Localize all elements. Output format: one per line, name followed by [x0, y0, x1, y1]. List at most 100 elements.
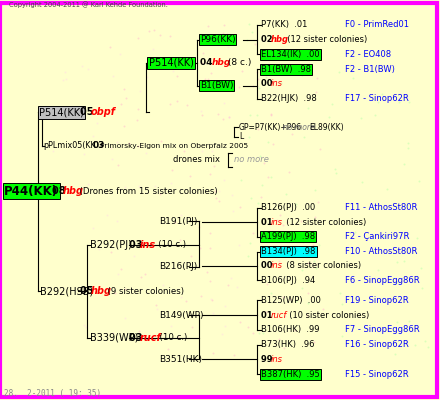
Point	[135, 106, 142, 112]
Point	[304, 105, 311, 112]
Point	[358, 179, 365, 185]
Point	[167, 180, 174, 186]
Point	[332, 166, 339, 172]
Point	[275, 336, 282, 342]
Point	[309, 242, 316, 248]
Point	[169, 167, 176, 174]
Text: F2 - EO408: F2 - EO408	[345, 50, 391, 59]
Point	[259, 182, 266, 188]
Point	[144, 74, 151, 80]
Point	[249, 82, 257, 89]
Point	[67, 185, 74, 192]
Point	[313, 265, 320, 272]
Text: EL134(IK)  .00: EL134(IK) .00	[261, 50, 320, 59]
Point	[126, 140, 133, 146]
Text: no more: no more	[234, 155, 269, 164]
Text: hbg: hbg	[271, 35, 289, 44]
Text: P96(KK): P96(KK)	[200, 35, 235, 44]
Text: ins: ins	[271, 355, 283, 364]
Point	[226, 114, 233, 120]
Point	[272, 54, 279, 61]
Point	[257, 153, 264, 160]
Point	[422, 338, 429, 344]
Point	[415, 177, 422, 184]
Point	[173, 73, 180, 80]
Point	[281, 345, 288, 352]
Text: hbg: hbg	[212, 58, 231, 67]
Point	[134, 116, 141, 123]
Point	[80, 321, 87, 328]
Text: 00: 00	[261, 79, 276, 88]
Point	[183, 297, 190, 304]
Text: rucf: rucf	[140, 333, 161, 343]
Point	[156, 191, 163, 198]
Point	[307, 56, 314, 63]
Text: 01: 01	[261, 218, 276, 227]
Point	[255, 126, 262, 132]
Point	[300, 239, 307, 246]
Point	[145, 28, 152, 34]
Point	[83, 324, 90, 330]
Point	[62, 76, 69, 82]
Point	[159, 281, 166, 288]
Point	[150, 27, 158, 34]
Text: L: L	[239, 132, 243, 141]
Point	[206, 244, 213, 251]
Point	[60, 77, 67, 84]
Point	[265, 139, 272, 145]
Point	[61, 69, 68, 76]
Point	[151, 182, 158, 189]
Point	[412, 342, 419, 349]
Point	[110, 73, 117, 79]
Point	[328, 100, 335, 107]
Point	[142, 271, 149, 278]
Point	[265, 174, 272, 180]
Point	[262, 73, 269, 80]
Point	[305, 300, 312, 306]
Point	[335, 69, 342, 75]
Point	[283, 191, 290, 197]
Point	[229, 208, 236, 214]
Point	[118, 100, 125, 107]
Point	[325, 114, 332, 120]
Point	[276, 258, 283, 264]
Point	[358, 114, 365, 121]
Text: B292(PJ): B292(PJ)	[90, 240, 132, 250]
Point	[298, 285, 305, 291]
Point	[418, 265, 425, 272]
Point	[261, 159, 268, 166]
Text: 03: 03	[129, 333, 146, 343]
Point	[304, 260, 312, 266]
Point	[404, 140, 411, 146]
Text: 01: 01	[261, 310, 276, 320]
Point	[186, 64, 193, 71]
Text: (10 c.): (10 c.)	[154, 334, 187, 342]
Point	[198, 112, 205, 119]
Text: B1(BW)  .98: B1(BW) .98	[261, 65, 312, 74]
Text: ins: ins	[271, 262, 283, 270]
Point	[94, 120, 101, 126]
Point	[248, 195, 255, 201]
Point	[196, 244, 203, 251]
Point	[198, 108, 205, 115]
Point	[393, 319, 400, 325]
Point	[413, 235, 420, 242]
Point	[351, 229, 358, 235]
Point	[114, 271, 121, 277]
Text: 03: 03	[129, 240, 146, 250]
Point	[209, 310, 216, 316]
Point	[178, 294, 185, 300]
Point	[231, 352, 238, 358]
Point	[259, 330, 266, 337]
Text: B292(HSB): B292(HSB)	[40, 286, 93, 296]
Text: F2 - B1(BW): F2 - B1(BW)	[345, 65, 395, 74]
Point	[264, 281, 271, 288]
Text: 00: 00	[261, 262, 276, 270]
Point	[374, 267, 381, 274]
Point	[171, 219, 178, 225]
Text: A199(PJ)  .98: A199(PJ) .98	[261, 232, 315, 241]
Point	[254, 76, 261, 82]
Point	[138, 274, 145, 280]
Point	[277, 79, 284, 86]
Point	[152, 61, 159, 68]
